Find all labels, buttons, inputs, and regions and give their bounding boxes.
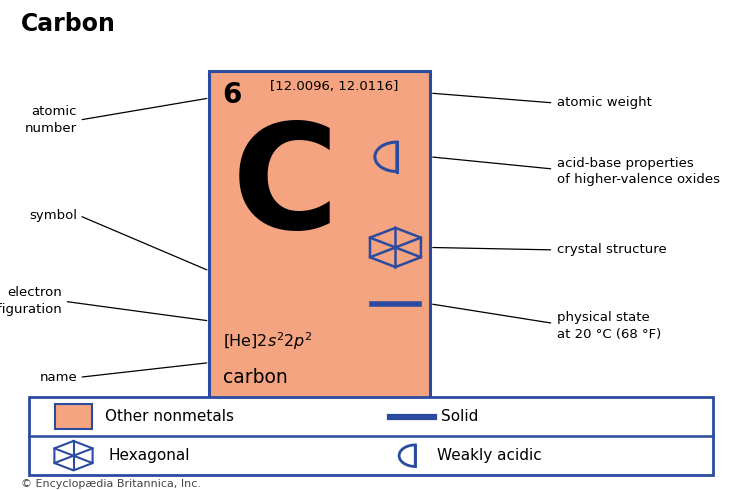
Text: atomic weight: atomic weight bbox=[557, 97, 652, 109]
Text: electron
configuration: electron configuration bbox=[0, 286, 62, 317]
Text: symbol: symbol bbox=[29, 209, 77, 222]
Text: Weakly acidic: Weakly acidic bbox=[437, 448, 542, 463]
Text: name: name bbox=[40, 371, 77, 384]
Text: C: C bbox=[232, 118, 339, 259]
Text: $\mathrm{[He]2}s^2\mathrm{2}p^2$: $\mathrm{[He]2}s^2\mathrm{2}p^2$ bbox=[223, 331, 312, 352]
Text: 6: 6 bbox=[223, 81, 242, 109]
Text: © Encyclopædia Britannica, Inc.: © Encyclopædia Britannica, Inc. bbox=[21, 479, 201, 489]
FancyBboxPatch shape bbox=[209, 71, 430, 404]
Text: physical state
at 20 °C (68 °F): physical state at 20 °C (68 °F) bbox=[557, 311, 662, 341]
Text: atomic
number: atomic number bbox=[25, 105, 77, 135]
Text: Solid: Solid bbox=[441, 409, 478, 424]
FancyBboxPatch shape bbox=[55, 404, 92, 429]
Text: acid-base properties
of higher-valence oxides: acid-base properties of higher-valence o… bbox=[557, 156, 720, 187]
FancyBboxPatch shape bbox=[29, 397, 713, 475]
Text: Other nonmetals: Other nonmetals bbox=[105, 409, 234, 424]
Text: Hexagonal: Hexagonal bbox=[109, 448, 190, 463]
Text: [12.0096, 12.0116]: [12.0096, 12.0116] bbox=[270, 80, 398, 93]
Text: Carbon: Carbon bbox=[21, 12, 115, 36]
Text: carbon: carbon bbox=[223, 368, 287, 387]
Text: crystal structure: crystal structure bbox=[557, 244, 667, 256]
